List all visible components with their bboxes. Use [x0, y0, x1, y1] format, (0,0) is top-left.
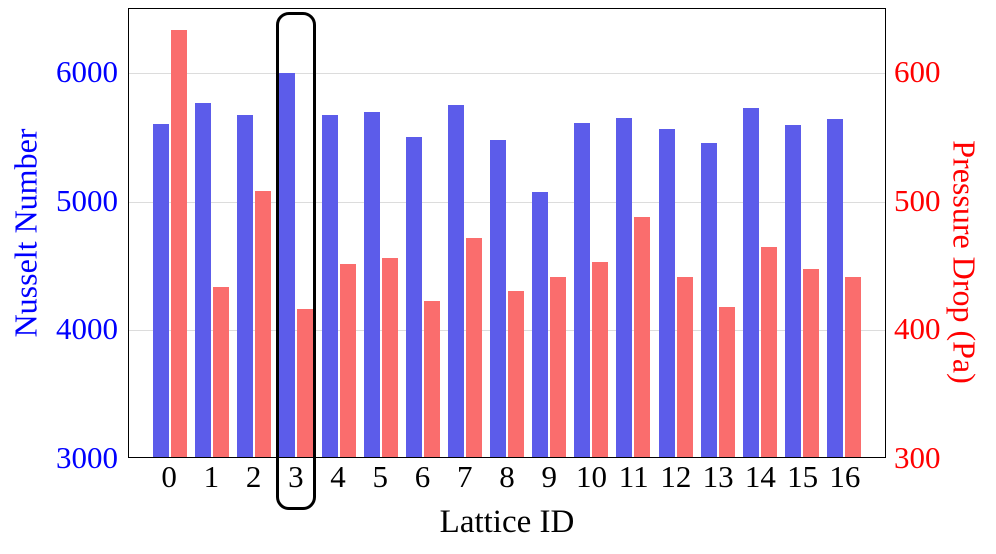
bar-group-0: [149, 9, 191, 457]
bar-group-15: [781, 9, 823, 457]
pressure-bar-7: [465, 238, 482, 457]
pressure-bar-15: [802, 269, 819, 457]
nusselt-bar-8: [490, 140, 507, 457]
left-axis-tick-5000: 5000: [56, 182, 118, 218]
left-axis-tick-4000: 4000: [56, 311, 118, 347]
pressure-bar-11: [634, 216, 651, 457]
nusselt-bar-15: [784, 124, 801, 457]
nusselt-bar-10: [574, 122, 591, 457]
pressure-bar-14: [760, 247, 777, 457]
pressure-bar-6: [423, 301, 440, 457]
bar-group-10: [570, 9, 612, 457]
pressure-bar-4: [339, 264, 356, 457]
bar-group-4: [318, 9, 360, 457]
bar-group-6: [402, 9, 444, 457]
nusselt-bar-12: [658, 129, 675, 457]
x-axis-tick-4: 4: [330, 459, 346, 494]
pressure-bar-5: [381, 257, 398, 457]
bar-group-16: [823, 9, 865, 457]
pressure-bar-1: [213, 287, 230, 457]
nusselt-bar-9: [532, 192, 549, 457]
x-axis-tick-3: 3: [288, 459, 304, 494]
x-axis-tick-0: 0: [161, 459, 177, 494]
x-axis-tick-13: 13: [702, 459, 734, 494]
x-axis-tick-9: 9: [541, 459, 557, 494]
left-axis-tick-3000: 3000: [56, 440, 118, 475]
x-axis-tick-12: 12: [660, 459, 692, 494]
nusselt-bar-16: [827, 118, 844, 457]
right-axis-title: Pressure Drop (Pa): [946, 140, 983, 384]
nusselt-bar-14: [742, 107, 759, 457]
bar-group-8: [486, 9, 528, 457]
bar-groups: [149, 9, 865, 457]
nusselt-bar-4: [321, 115, 338, 457]
pressure-bar-3: [297, 309, 314, 457]
bar-group-12: [655, 9, 697, 457]
x-axis-tick-10: 10: [575, 459, 607, 494]
x-axis-title: Lattice ID: [439, 504, 575, 540]
x-axis-tick-8: 8: [499, 459, 515, 494]
x-axis-tick-5: 5: [372, 459, 389, 494]
x-axis-tick-16: 16: [829, 459, 861, 494]
x-axis-ticks: 0 1 2 3 4 5 6 7 8 9 10 11 12 13 14 15 16: [148, 460, 866, 496]
pressure-bar-8: [508, 291, 525, 457]
pressure-bar-10: [592, 261, 609, 457]
bar-group-3: [275, 9, 317, 457]
nusselt-bar-5: [363, 112, 380, 457]
pressure-bar-16: [845, 277, 862, 457]
nusselt-bar-13: [700, 143, 717, 457]
left-axis-tick-6000: 6000: [56, 54, 118, 90]
pressure-bar-2: [255, 190, 272, 457]
left-axis-title: Nusselt Number: [7, 128, 44, 338]
pressure-bar-0: [171, 30, 188, 457]
x-axis-tick-7: 7: [457, 459, 473, 494]
x-axis-tick-11: 11: [618, 459, 649, 494]
x-axis-tick-2: 2: [245, 459, 262, 494]
bar-group-5: [360, 9, 402, 457]
bar-group-13: [697, 9, 739, 457]
pressure-bar-9: [550, 277, 567, 457]
nusselt-bar-11: [616, 118, 633, 457]
x-axis-tick-14: 14: [744, 459, 776, 494]
nusselt-bar-1: [195, 103, 212, 457]
bar-group-2: [233, 9, 275, 457]
bar-group-11: [612, 9, 654, 457]
pressure-bar-12: [676, 277, 693, 457]
right-axis-tick-600: 600: [894, 54, 941, 90]
gridline: [129, 330, 885, 332]
x-axis-tick-15: 15: [787, 459, 819, 494]
nusselt-bar-3: [279, 73, 296, 457]
right-axis-tick-300: 300: [894, 440, 941, 475]
nusselt-bar-6: [405, 136, 422, 457]
nusselt-bar-2: [237, 115, 254, 457]
bar-group-14: [739, 9, 781, 457]
nusselt-bar-0: [153, 124, 170, 457]
bar-group-7: [444, 9, 486, 457]
gridline: [129, 73, 885, 75]
bar-group-1: [191, 9, 233, 457]
x-axis-tick-6: 6: [414, 459, 431, 494]
gridline: [129, 201, 885, 203]
bar-group-9: [528, 9, 570, 457]
right-axis-tick-400: 400: [894, 311, 941, 347]
nusselt-bar-7: [447, 104, 464, 457]
plot-area: [128, 8, 886, 458]
right-axis-tick-500: 500: [894, 182, 941, 218]
pressure-bar-13: [718, 306, 735, 457]
x-axis-tick-1: 1: [203, 459, 220, 494]
